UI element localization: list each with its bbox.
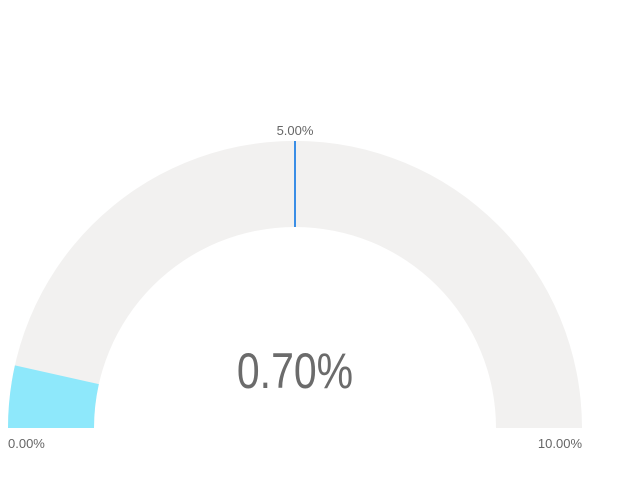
gauge-min-label: 0.00% [8, 436, 45, 451]
gauge-max-label: 10.00% [538, 436, 583, 451]
gauge-target-label: 5.00% [277, 123, 314, 138]
gauge-value-label: 0.70% [237, 343, 353, 399]
gauge-track [7, 140, 582, 428]
gauge-value-fill[interactable] [8, 365, 99, 428]
